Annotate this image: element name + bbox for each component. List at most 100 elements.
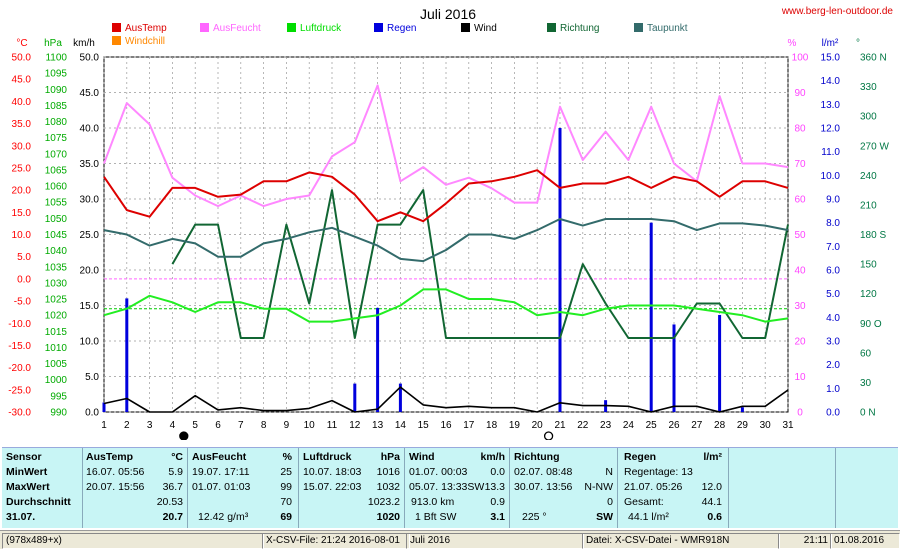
- pressure-tick-label: 1020: [45, 311, 68, 322]
- wind-average: 0.9: [490, 496, 505, 508]
- humidity-tick-label: 40: [794, 266, 806, 277]
- rain-bar: [649, 222, 653, 412]
- pressure-tick-label: 1050: [45, 214, 68, 225]
- humidity-average: 70: [280, 496, 292, 508]
- temp-tick-label: -15.0: [8, 341, 31, 352]
- rain-bar: [376, 307, 380, 412]
- status-file: X-CSV-File: 21:24 2016-08-01: [262, 533, 410, 549]
- status-size: (978x489+x): [2, 533, 264, 549]
- pressure-tick-label: 1055: [45, 198, 68, 209]
- rain-today: 0.6: [707, 511, 722, 523]
- pressure-tick-label: 1060: [45, 182, 68, 193]
- wind-line: [103, 386, 789, 413]
- temp-tick-label: 20.0: [12, 186, 32, 197]
- pressure-tick-label: 1095: [45, 69, 68, 80]
- humidity-tick-label: 100: [792, 53, 809, 64]
- temp-min-value: 5.9: [168, 466, 183, 478]
- rain-tick-label: 6.0: [826, 266, 840, 277]
- temp-tick-label: 10.0: [12, 230, 32, 241]
- humidity-tick-label: 90: [794, 88, 806, 99]
- x-tick-label: 31: [782, 420, 794, 431]
- temp-tick-label: 35.0: [12, 119, 32, 130]
- humidity-tick-label: 20: [794, 337, 806, 348]
- pressure-tick-label: 1005: [45, 359, 68, 370]
- rain-bar: [353, 383, 357, 412]
- pressure-tick-label: 1035: [45, 262, 68, 273]
- temp-max-value: 36.7: [162, 481, 183, 493]
- direction-max-date: 30.07. 13:56: [514, 481, 573, 493]
- rain-bar: [102, 402, 106, 412]
- humidity-tick-label: 30: [794, 301, 806, 312]
- rain-tick-label: 14.0: [821, 76, 841, 87]
- direction-header: Richtung: [514, 451, 560, 463]
- pressure-tick-label: 990: [50, 408, 67, 419]
- temp-tick-label: -10.0: [8, 319, 31, 330]
- legend-label: Regen: [387, 23, 416, 34]
- stats-sensor-column: Sensor MinWert MaxWert Durchschnitt 31.0…: [2, 448, 83, 528]
- pressure-tick-label: 1000: [45, 375, 68, 386]
- direction-tick-label: 30: [860, 378, 872, 389]
- temp-tick-label: -20.0: [8, 363, 31, 374]
- direction-degrees: 225 °: [522, 511, 547, 523]
- x-tick-label: 1: [101, 420, 107, 431]
- weather-chart: Juli 2016 www.berg-len-outdoor.de AusTem…: [8, 6, 894, 440]
- new-moon-icon: [179, 431, 189, 440]
- direction-today: SW: [596, 511, 613, 523]
- legend-swatch: [287, 23, 296, 32]
- humidity-tick-label: 0: [797, 408, 803, 419]
- pressure-max-value: 1032: [376, 481, 400, 493]
- legend-label: Luftdruck: [300, 23, 342, 34]
- watermark: www.berg-len-outdoor.de: [781, 6, 894, 17]
- humidity-tick-label: 50: [794, 230, 806, 241]
- x-tick-label: 28: [714, 420, 726, 431]
- temp-tick-label: 25.0: [12, 163, 32, 174]
- wind-beaufort: 1 Bft SW: [415, 511, 457, 523]
- x-tick-label: 19: [509, 420, 521, 431]
- temp-tick-label: 45.0: [12, 75, 32, 86]
- direction-min-value: N: [605, 466, 613, 478]
- temp-unit: °C: [171, 451, 183, 463]
- pressure-tick-label: 995: [50, 391, 67, 402]
- legend-swatch: [112, 36, 121, 45]
- x-tick-label: 20: [532, 420, 544, 431]
- stats-panel: Sensor MinWert MaxWert Durchschnitt 31.0…: [2, 447, 898, 528]
- pressure-tick-label: 1025: [45, 295, 68, 306]
- stats-humidity-column: AusFeucht % 19.07. 17:11 25 01.07. 01:03…: [188, 448, 299, 528]
- rain-unit-label: l/m²: [822, 38, 839, 49]
- stats-wind-column: Wind km/h 01.07. 00:03 0.0 05.07. 13:33S…: [405, 448, 510, 528]
- pressure-tick-label: 1040: [45, 246, 68, 257]
- rain-tick-label: 5.0: [826, 289, 840, 300]
- direction-tick-label: 120: [860, 289, 877, 300]
- rain-total: 44.1: [701, 496, 722, 508]
- stats-rain-column: Regen l/m² Regentage: 13 21.07. 05:26 12…: [618, 448, 729, 528]
- rain-tick-label: 2.0: [826, 360, 840, 371]
- rain-tick-label: 7.0: [826, 242, 840, 253]
- pressure-tick-label: 1065: [45, 165, 68, 176]
- pressure-tick-label: 1075: [45, 133, 68, 144]
- wind-tick-label: 15.0: [80, 301, 100, 312]
- direction-tick-label: 240: [860, 171, 877, 182]
- direction-tick-label: 270 W: [860, 141, 889, 152]
- rain-tick-label: 10.0: [821, 171, 841, 182]
- pressure-tick-label: 1100: [45, 53, 67, 64]
- pressure-tick-label: 1045: [45, 230, 68, 241]
- x-tick-label: 10: [304, 420, 316, 431]
- x-tick-label: 3: [147, 420, 153, 431]
- direction-tick-label: 60: [860, 348, 872, 359]
- legend-label: AusTemp: [125, 23, 167, 34]
- pressure-unit-label: hPa: [44, 38, 62, 49]
- pressure-tick-label: 1085: [45, 101, 68, 112]
- rain-max-value: 12.0: [701, 481, 722, 493]
- x-tick-label: 17: [463, 420, 475, 431]
- humidity-today: 69: [280, 511, 292, 523]
- x-tick-label: 15: [418, 420, 430, 431]
- rain-tick-label: 12.0: [821, 124, 841, 135]
- temp-line: [103, 169, 789, 223]
- direction-unit-label: °: [856, 38, 860, 49]
- direction-tick-label: 360 N: [860, 53, 887, 64]
- pressure-min-date: 10.07. 18:03: [303, 466, 362, 478]
- legend-swatch: [461, 23, 470, 32]
- direction-tick-label: 300: [860, 112, 877, 123]
- temp-header: AusTemp: [86, 451, 134, 463]
- wind-tick-label: 10.0: [80, 337, 100, 348]
